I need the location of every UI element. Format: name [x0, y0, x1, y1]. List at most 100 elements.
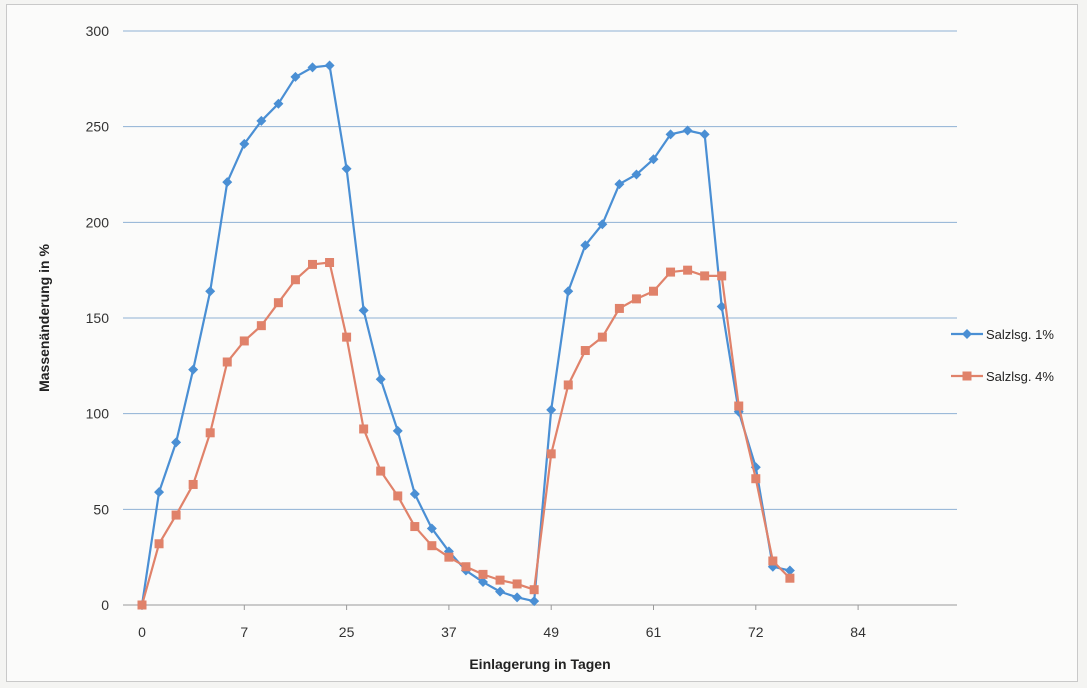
y-tick-label: 150 — [86, 310, 110, 326]
data-point — [325, 258, 335, 268]
data-point — [563, 380, 573, 390]
data-point — [426, 523, 437, 534]
data-point — [700, 271, 710, 281]
y-tick-label: 300 — [86, 23, 110, 39]
legend-label: Salzlsg. 1% — [986, 327, 1054, 342]
data-point — [154, 487, 165, 498]
data-point — [631, 294, 641, 304]
data-point — [427, 541, 437, 551]
data-point — [478, 577, 488, 588]
data-point — [717, 271, 727, 281]
data-point — [529, 585, 539, 595]
legend-marker — [962, 371, 972, 381]
data-point — [171, 510, 181, 520]
data-point — [188, 479, 198, 489]
data-point — [290, 275, 300, 285]
data-point — [478, 569, 488, 579]
data-point — [768, 556, 778, 566]
data-point — [682, 125, 693, 136]
data-point — [171, 437, 182, 448]
data-point — [376, 466, 386, 476]
data-point — [444, 552, 454, 562]
data-point — [205, 286, 216, 297]
data-point — [495, 586, 506, 597]
data-point — [529, 596, 540, 607]
series-1 — [137, 60, 795, 610]
data-point — [597, 219, 608, 230]
data-point — [614, 179, 625, 190]
y-tick-label: 250 — [86, 119, 110, 135]
x-tick-label: 25 — [339, 624, 355, 640]
data-point — [273, 298, 283, 308]
data-point — [716, 301, 727, 312]
y-tick-label: 0 — [101, 597, 109, 613]
data-point — [392, 425, 403, 436]
data-point — [290, 71, 301, 82]
data-point — [683, 265, 693, 275]
data-point — [273, 98, 284, 109]
data-point — [342, 332, 352, 342]
data-point — [222, 177, 233, 188]
line-chart: 0 50 100 150 200 250 300 0 7 25 37 49 61 72 84 Einlag… — [36, 23, 1054, 672]
y-tick-label: 200 — [86, 214, 110, 230]
data-point — [648, 154, 659, 165]
y-tick-label: 100 — [86, 406, 110, 422]
data-point — [239, 336, 249, 346]
series-layer — [137, 60, 795, 610]
data-point — [393, 491, 403, 501]
data-point — [614, 303, 624, 313]
data-point — [324, 60, 335, 71]
chart-frame: 0 50 100 150 200 250 300 0 7 25 37 49 61 72 84 Einlag… — [6, 4, 1078, 682]
x-tick-label: 61 — [646, 624, 662, 640]
legend-marker — [962, 329, 972, 339]
y-axis-ticks: 0 50 100 150 200 250 300 — [86, 23, 110, 613]
legend: Salzlsg. 1% Salzlsg. 4% — [951, 327, 1054, 384]
data-point — [222, 357, 232, 367]
series-line — [140, 261, 791, 606]
data-point — [409, 489, 420, 500]
data-point — [375, 374, 386, 385]
x-tick-label: 37 — [441, 624, 457, 640]
data-point — [358, 305, 369, 316]
data-point — [308, 259, 317, 269]
x-tick-label: 72 — [748, 624, 764, 640]
data-point — [546, 449, 556, 459]
x-tick-label: 84 — [850, 624, 866, 640]
data-point — [410, 522, 420, 532]
data-point — [666, 267, 676, 277]
data-point — [649, 286, 658, 296]
x-axis-ticks: 0 7 25 37 49 61 72 84 — [138, 605, 866, 640]
data-point — [546, 404, 557, 415]
legend-item-2: Salzlsg. 4% — [951, 369, 1054, 384]
data-point — [665, 129, 676, 140]
data-point — [495, 575, 505, 585]
x-tick-label: 7 — [240, 624, 248, 640]
data-point — [734, 401, 744, 411]
data-point — [341, 163, 352, 174]
y-tick-label: 50 — [93, 501, 109, 517]
legend-label: Salzlsg. 4% — [986, 369, 1054, 384]
gridlines — [123, 30, 957, 510]
data-point — [580, 240, 591, 251]
data-point — [563, 286, 574, 297]
data-point — [699, 129, 710, 140]
data-point — [205, 428, 215, 438]
data-point — [239, 138, 250, 149]
series-2 — [137, 258, 795, 610]
data-point — [461, 562, 471, 572]
data-point — [597, 332, 607, 342]
data-point — [580, 346, 590, 356]
data-point — [512, 579, 522, 589]
x-tick-label: 0 — [138, 624, 146, 640]
legend-item-1: Salzlsg. 1% — [951, 327, 1054, 342]
data-point — [307, 62, 318, 73]
data-point — [751, 474, 761, 484]
x-tick-label: 49 — [543, 624, 559, 640]
data-point — [188, 364, 199, 375]
x-axis-title: Einlagerung in Tagen — [469, 656, 610, 672]
y-axis-title: Massenänderung in % — [36, 244, 52, 392]
data-point — [256, 115, 267, 126]
data-point — [785, 573, 795, 583]
data-point — [512, 592, 523, 603]
data-point — [154, 539, 164, 549]
